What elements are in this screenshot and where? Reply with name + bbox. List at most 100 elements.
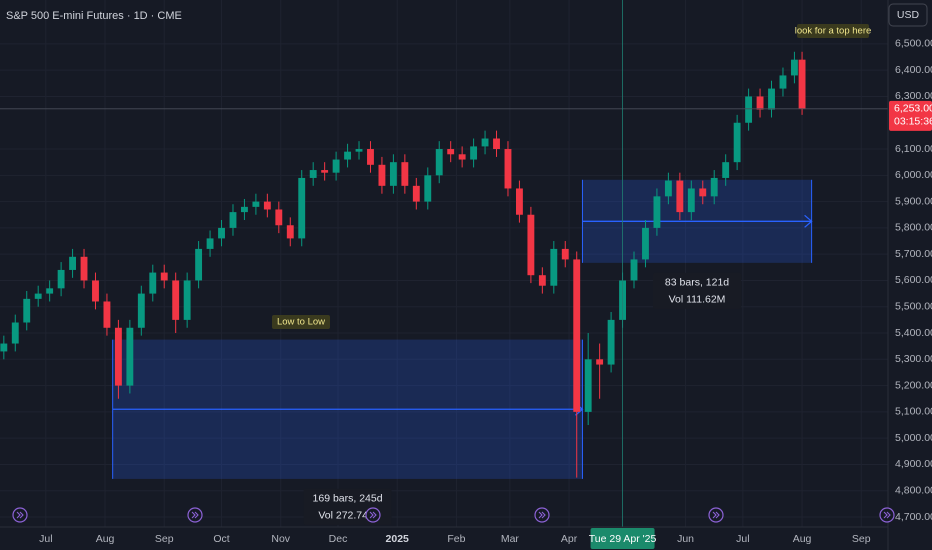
x-tick-label: Mar bbox=[501, 533, 520, 545]
candle-body bbox=[493, 138, 500, 150]
crosshair-tag bbox=[590, 528, 655, 549]
candle-body bbox=[798, 59, 806, 109]
candle-body bbox=[664, 180, 672, 197]
candle-body bbox=[92, 280, 99, 302]
candle-body bbox=[241, 206, 248, 213]
candle-body bbox=[596, 359, 604, 365]
candle-body bbox=[470, 146, 478, 160]
candle-body bbox=[252, 201, 260, 207]
candle-body bbox=[504, 149, 512, 189]
candle-body bbox=[57, 269, 65, 289]
y-tick-label: 5,600.00 bbox=[895, 274, 932, 286]
candle-body bbox=[447, 149, 455, 155]
x-tick-label: Nov bbox=[271, 533, 290, 545]
x-tick-label: Jul bbox=[736, 533, 749, 545]
x-tick-label: Feb bbox=[447, 533, 465, 545]
x-tick-label: Aug bbox=[96, 533, 115, 545]
candle-body bbox=[321, 170, 329, 173]
candle-body bbox=[561, 248, 569, 260]
candle-body bbox=[229, 212, 237, 228]
candle-body bbox=[332, 159, 340, 173]
candle-body bbox=[206, 238, 214, 249]
x-tick-label: Aug bbox=[793, 533, 812, 545]
candle-body bbox=[653, 196, 661, 228]
annotation: Low to Low bbox=[277, 317, 325, 328]
candle-body bbox=[80, 256, 88, 281]
candle-body bbox=[676, 180, 684, 213]
candle-body bbox=[309, 170, 317, 178]
event-icon-glyph bbox=[883, 511, 891, 519]
candle-body bbox=[779, 75, 787, 89]
candle-body bbox=[378, 164, 386, 186]
y-tick-label: 5,800.00 bbox=[895, 222, 932, 234]
candle-body bbox=[34, 293, 42, 299]
candle-body bbox=[183, 280, 191, 320]
candle-body bbox=[538, 275, 546, 286]
candle-body bbox=[745, 96, 753, 123]
candle-body bbox=[367, 149, 374, 165]
last-price-label: 6,253.00 bbox=[894, 103, 932, 115]
range-volume-label: Vol 272.74M bbox=[318, 510, 376, 522]
candle-body bbox=[722, 162, 730, 178]
event-icon-glyph bbox=[712, 511, 720, 519]
x-tick-label: Jun bbox=[677, 533, 694, 545]
candle-body bbox=[687, 188, 695, 213]
candle-body bbox=[263, 201, 271, 210]
candle-body bbox=[149, 272, 157, 294]
x-tick-label: Jul bbox=[39, 533, 52, 545]
candle-body bbox=[710, 177, 718, 197]
y-tick-label: 4,900.00 bbox=[895, 458, 932, 470]
candle-body bbox=[584, 359, 592, 412]
range-volume-label: Vol 111.62M bbox=[669, 294, 726, 306]
candle-body bbox=[515, 188, 523, 215]
candle-body bbox=[275, 209, 283, 226]
candle-body bbox=[768, 88, 775, 110]
x-tick-label: Apr bbox=[561, 533, 578, 545]
y-tick-label: 5,100.00 bbox=[895, 406, 932, 418]
annotation-box bbox=[797, 24, 869, 38]
currency-button[interactable] bbox=[888, 3, 928, 27]
candle-body bbox=[550, 248, 558, 286]
range-arrowhead bbox=[804, 214, 813, 228]
event-icons bbox=[12, 507, 895, 523]
currency-label[interactable]: USD bbox=[897, 9, 920, 21]
candle-body bbox=[424, 175, 432, 202]
candle-body bbox=[114, 327, 122, 386]
y-tick-label: 5,200.00 bbox=[895, 379, 932, 391]
candle-body bbox=[298, 177, 306, 239]
y-tick-label: 5,500.00 bbox=[895, 301, 932, 313]
candle-body bbox=[195, 248, 203, 281]
candle-body bbox=[607, 319, 615, 365]
candle-body bbox=[137, 293, 145, 328]
candles bbox=[0, 51, 806, 478]
candle-body bbox=[46, 288, 54, 294]
candle-body bbox=[642, 227, 649, 260]
event-icon-glyph bbox=[369, 511, 377, 519]
candle-body bbox=[733, 122, 741, 163]
candle-body bbox=[699, 188, 707, 197]
candle-body bbox=[126, 327, 134, 386]
candle-body bbox=[160, 272, 168, 281]
y-tick-label: 6,300.00 bbox=[895, 90, 932, 102]
candle-body bbox=[344, 151, 351, 160]
annotation-box bbox=[272, 315, 330, 329]
candle-body bbox=[481, 138, 489, 147]
candle-body bbox=[11, 322, 19, 344]
candle-body bbox=[435, 149, 443, 176]
candle-body bbox=[23, 298, 31, 323]
candle-body bbox=[458, 154, 466, 160]
y-tick-label: 5,300.00 bbox=[895, 353, 932, 365]
x-tick-label: Oct bbox=[213, 533, 229, 545]
grid bbox=[0, 0, 888, 527]
y-tick-label: 6,400.00 bbox=[895, 64, 932, 76]
measurements bbox=[112, 179, 813, 479]
candle-body bbox=[756, 96, 764, 110]
candle-body bbox=[286, 225, 294, 239]
event-icon-glyph bbox=[191, 511, 199, 519]
x-tick-label: Sep bbox=[155, 533, 174, 545]
candle-body bbox=[355, 149, 363, 152]
x-tick-label: 2025 bbox=[386, 533, 410, 545]
y-tick-label: 6,500.00 bbox=[895, 38, 932, 50]
